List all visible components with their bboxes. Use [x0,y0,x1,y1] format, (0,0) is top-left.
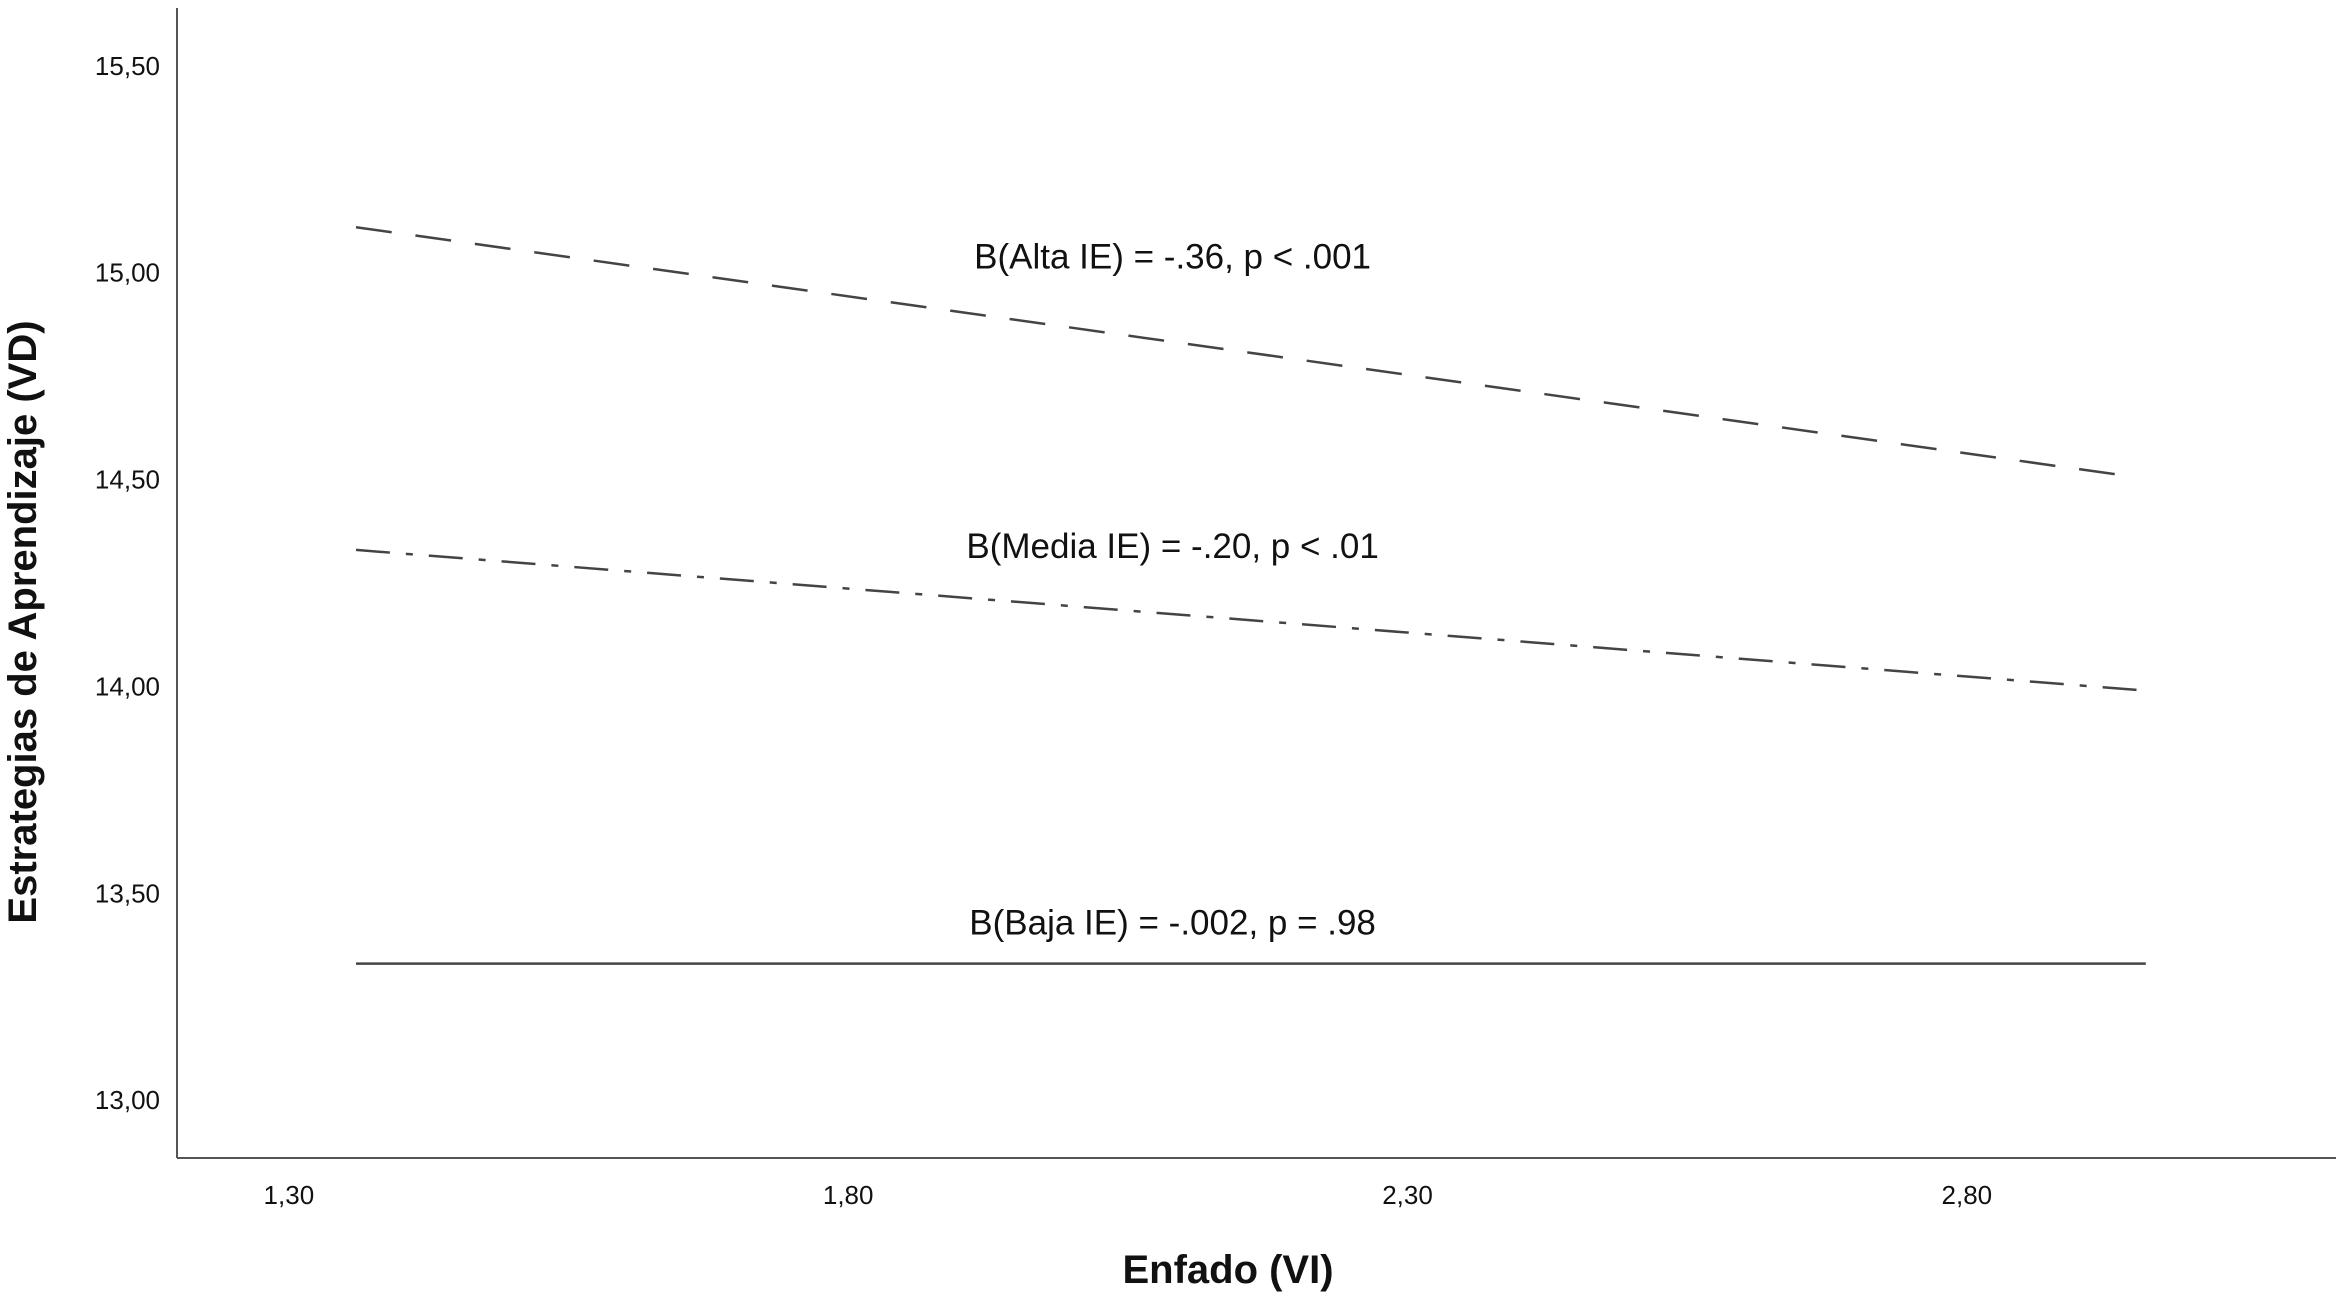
annotation-label: B(Media IE) = -.20, p < .01 [966,527,1378,566]
x-tick-label: 2,80 [1942,1180,1993,1210]
annotation-label: B(Baja IE) = -.002, p = .98 [969,904,1376,943]
x-tick-label: 2,30 [1382,1180,1433,1210]
y-axis-title: Estrategias de Aprendizaje (VD) [1,320,45,923]
y-tick-label: 14,00 [95,671,160,701]
y-tick-label: 15,00 [95,258,160,288]
x-tick-label: 1,30 [264,1180,315,1210]
x-tick-label: 1,80 [823,1180,874,1210]
x-axis-title: Enfado (VI) [1122,1248,1333,1292]
y-tick-label: 13,00 [95,1085,160,1115]
y-tick-label: 14,50 [95,465,160,495]
y-tick-label: 13,50 [95,878,160,908]
series-line-media-ie [355,548,2146,692]
y-tick-label: 15,50 [95,51,160,81]
annotation-label: B(Alta IE) = -.36, p < .001 [974,238,1371,277]
